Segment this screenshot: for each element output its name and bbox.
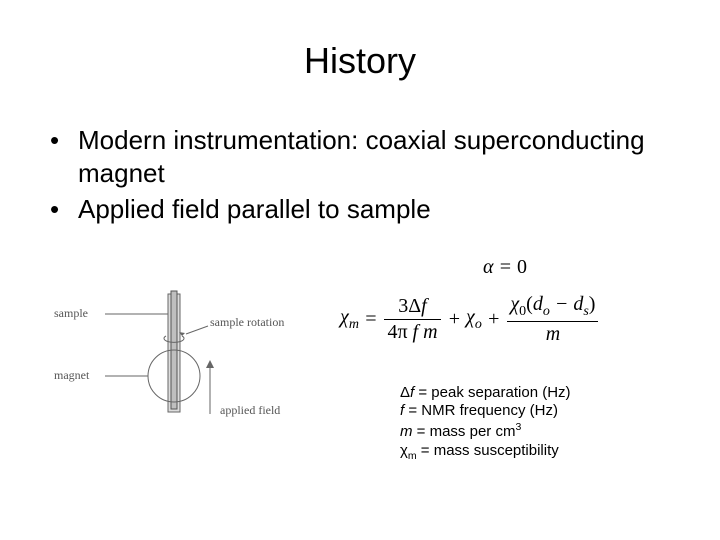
alpha-rhs: 0 bbox=[517, 256, 527, 278]
legend-line-3: m = mass per cm3 bbox=[400, 421, 670, 442]
nmr-diagram: sample magnet sample rotation applied fi… bbox=[50, 256, 320, 431]
diagram-svg: sample magnet sample rotation applied fi… bbox=[50, 286, 310, 426]
bullet-list: • Modern instrumentation: coaxial superc… bbox=[50, 124, 670, 226]
bullet-item: • Applied field parallel to sample bbox=[50, 193, 670, 226]
chi-lhs: χm bbox=[340, 306, 359, 333]
equals-sign: = bbox=[359, 308, 383, 331]
term1-fraction: 3Δf 4π f m bbox=[384, 295, 440, 344]
slide: History • Modern instrumentation: coaxia… bbox=[0, 0, 720, 540]
label-sample-rotation: sample rotation bbox=[210, 315, 284, 329]
term1-den: 4π f m bbox=[384, 320, 440, 344]
label-magnet: magnet bbox=[54, 368, 90, 382]
legend-line-1: Δf = peak separation (Hz) bbox=[400, 384, 670, 403]
content-row: sample magnet sample rotation applied fi… bbox=[50, 256, 670, 463]
legend: Δf = peak separation (Hz) f = NMR freque… bbox=[400, 384, 670, 463]
label-sample: sample bbox=[54, 306, 88, 320]
bullet-marker: • bbox=[50, 124, 78, 189]
plus-sign: + bbox=[443, 308, 467, 331]
label-line bbox=[186, 326, 208, 334]
term3-fraction: χ0(do − ds) m bbox=[507, 293, 598, 346]
bullet-item: • Modern instrumentation: coaxial superc… bbox=[50, 124, 670, 189]
label-applied-field: applied field bbox=[220, 403, 280, 417]
chi-equation: χm = 3Δf 4π f m + χo + bbox=[340, 293, 670, 346]
legend-line-2: f = NMR frequency (Hz) bbox=[400, 402, 670, 421]
alpha-lhs: α bbox=[483, 256, 494, 278]
term3-den: m bbox=[507, 322, 598, 346]
bullet-text: Applied field parallel to sample bbox=[78, 193, 670, 226]
bullet-marker: • bbox=[50, 193, 78, 226]
slide-title: History bbox=[50, 40, 670, 82]
term2: χo bbox=[466, 306, 482, 333]
plus-sign: + bbox=[482, 308, 506, 331]
equals-sign: = bbox=[499, 256, 518, 278]
term3-num: χ0(do − ds) bbox=[507, 293, 598, 322]
equation-area: α = 0 χm = 3Δf 4π f m + bbox=[340, 256, 670, 463]
field-arrowhead bbox=[206, 360, 214, 368]
alpha-equation: α = 0 bbox=[340, 256, 670, 279]
legend-line-4: χm = mass susceptibility bbox=[400, 442, 670, 463]
bullet-text: Modern instrumentation: coaxial supercon… bbox=[78, 124, 670, 189]
term1-num: 3Δf bbox=[384, 295, 440, 320]
